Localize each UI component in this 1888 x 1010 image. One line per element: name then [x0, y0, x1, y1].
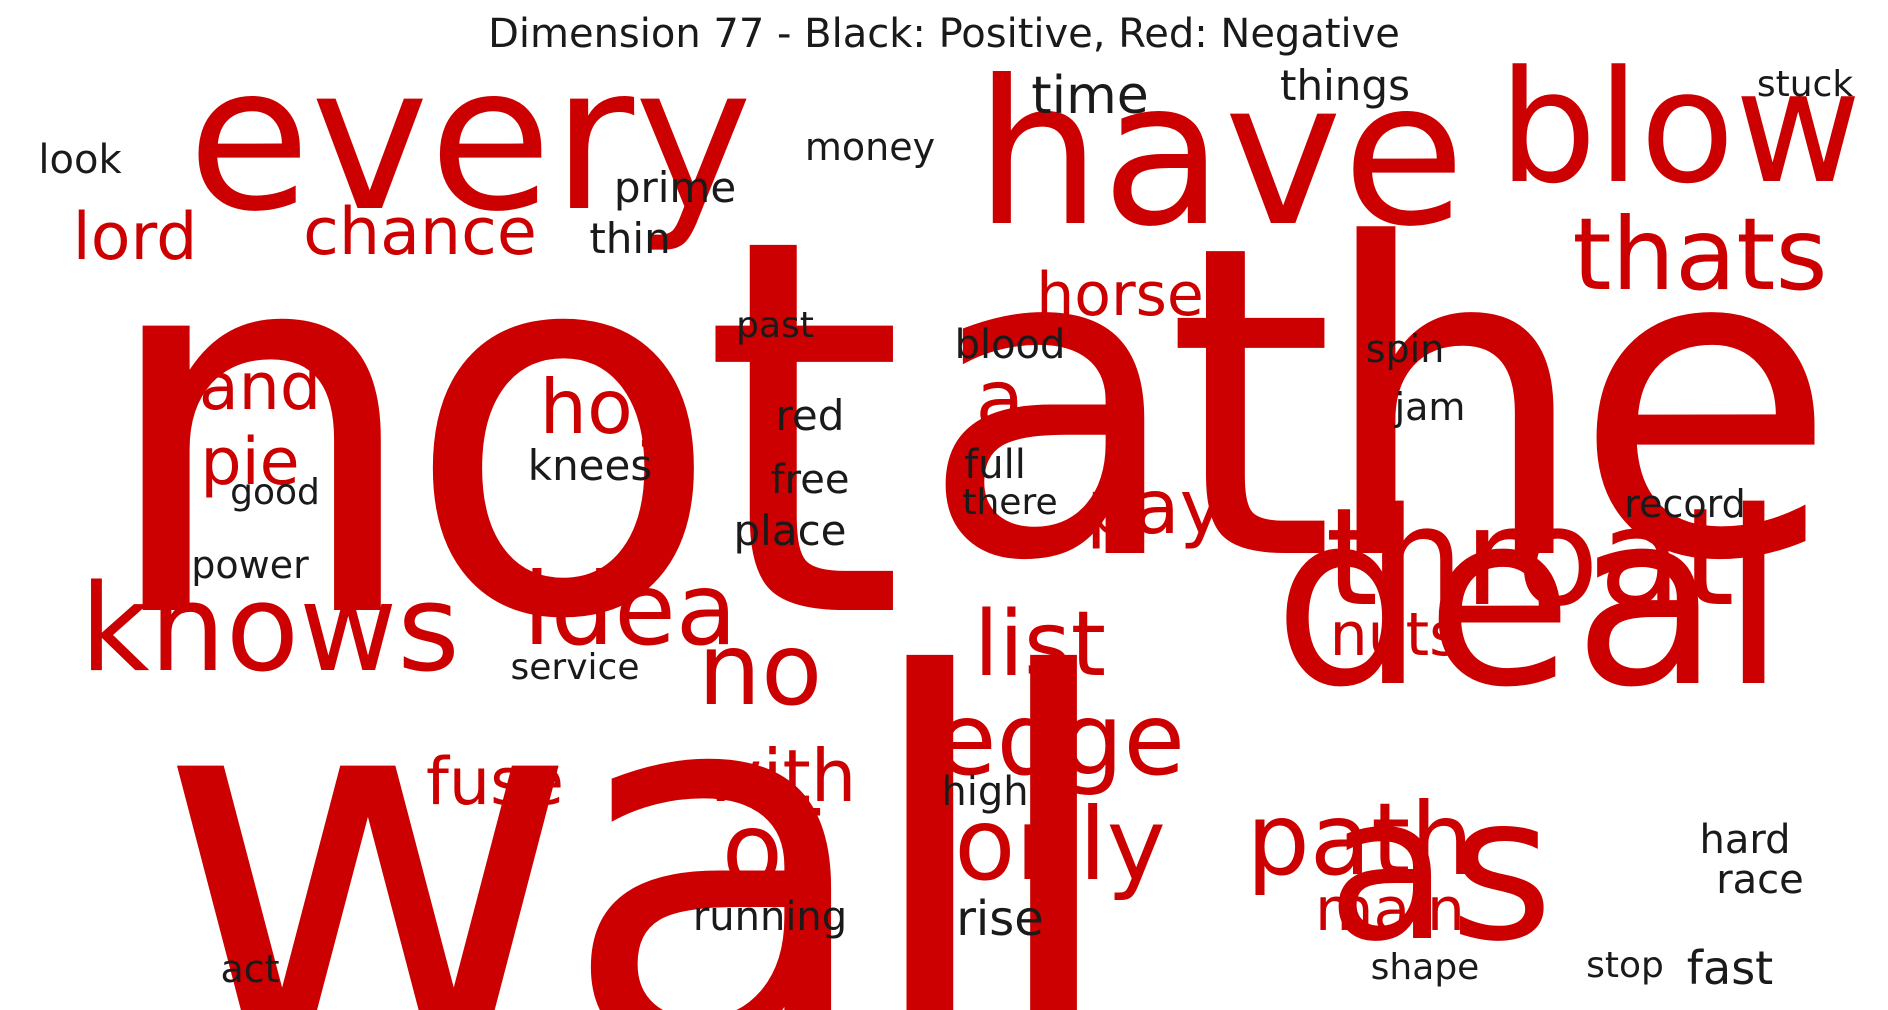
- word-there: there: [962, 482, 1058, 523]
- word-have: have: [974, 38, 1466, 271]
- word-stuck: stuck: [1756, 64, 1854, 105]
- word-throat: throat: [1325, 479, 1735, 636]
- word-high: high: [941, 769, 1029, 815]
- word-thin: thin: [589, 214, 671, 263]
- word-a: a: [975, 353, 1025, 446]
- word-no: no: [697, 611, 823, 728]
- word-power: power: [191, 543, 309, 587]
- word-only: only: [954, 786, 1166, 903]
- word-idea: idea: [522, 551, 738, 668]
- word-every: every: [187, 23, 753, 256]
- word-horse: horse: [1036, 260, 1204, 330]
- word-record: record: [1624, 482, 1746, 526]
- word-blow: blow: [1498, 37, 1862, 218]
- word-race: race: [1716, 857, 1804, 903]
- word-with: with: [703, 734, 857, 818]
- word-shape: shape: [1370, 947, 1480, 988]
- word-full: full: [964, 442, 1026, 488]
- word-look: look: [38, 137, 122, 183]
- word-hard: hard: [1699, 817, 1791, 863]
- word-things: things: [1280, 61, 1410, 110]
- word-past: past: [736, 305, 814, 346]
- word-free: free: [770, 457, 850, 503]
- word-blood: blood: [954, 322, 1066, 368]
- word-money: money: [804, 125, 936, 169]
- word-chance: chance: [303, 195, 537, 270]
- word-thats: thats: [1572, 196, 1828, 313]
- word-fuse: fuse: [426, 745, 564, 820]
- word-service: service: [510, 647, 640, 688]
- word-pay: pay: [1086, 463, 1224, 551]
- word-path: path: [1246, 781, 1474, 898]
- word-deal: deal: [1273, 460, 1787, 740]
- word-jam: jam: [1394, 385, 1466, 429]
- word-nuts: nuts: [1329, 600, 1461, 670]
- word-rise: rise: [956, 891, 1044, 947]
- word-edge: edge: [935, 681, 1185, 798]
- word-lord: lord: [72, 200, 198, 275]
- word-not: not: [95, 127, 905, 733]
- word-prime: prime: [613, 163, 737, 212]
- word-spin: spin: [1365, 327, 1445, 371]
- word-pie: pie: [200, 425, 300, 500]
- word-good: good: [230, 472, 320, 513]
- word-place: place: [733, 506, 847, 555]
- chart-title: Dimension 77 - Black: Positive, Red: Neg…: [488, 11, 1400, 57]
- word-running: running: [692, 894, 848, 940]
- word-athe: athe: [919, 155, 1838, 655]
- word-red: red: [775, 391, 845, 440]
- word-wall: wall: [155, 567, 1125, 1010]
- word-act: act: [220, 947, 280, 991]
- word-of: of: [721, 791, 819, 908]
- word-stop: stop: [1586, 945, 1664, 986]
- word-knows: knows: [80, 560, 460, 699]
- word-main: main: [1315, 875, 1465, 945]
- word-list: list: [973, 592, 1107, 697]
- word-hog: hog: [539, 363, 681, 451]
- word-and: and: [198, 350, 322, 425]
- word-fast: fast: [1686, 941, 1774, 995]
- word-knees: knees: [527, 441, 653, 490]
- word-time: time: [1031, 66, 1149, 126]
- word-as: as: [1326, 753, 1554, 986]
